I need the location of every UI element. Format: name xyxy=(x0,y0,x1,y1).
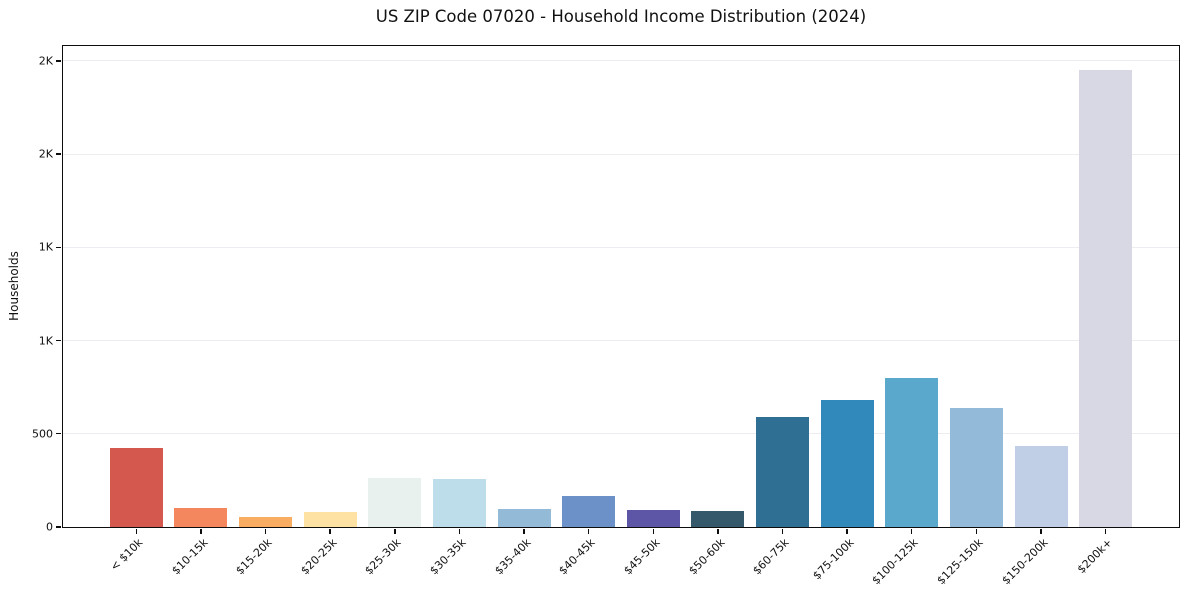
y-tick-label: 1K xyxy=(38,334,53,348)
y-gridline xyxy=(63,433,1179,435)
x-tick-mark xyxy=(652,529,654,534)
x-tick-mark xyxy=(717,529,719,534)
bar-$35-40k xyxy=(497,509,551,527)
x-tick-label: $200k+ xyxy=(1074,536,1115,577)
x-tick-label: $30-35k xyxy=(427,536,469,578)
bar-$150-200k xyxy=(1014,445,1068,527)
x-tick-label: < $10k xyxy=(107,536,146,574)
y-tick-label: 2K xyxy=(38,54,53,68)
y-tick-mark xyxy=(56,526,61,528)
bar-< $10k xyxy=(109,447,163,527)
x-tick-label: $35-40k xyxy=(492,536,534,578)
x-tick-mark xyxy=(523,529,525,534)
x-tick-label: $45-50k xyxy=(621,536,663,578)
bar-$100-125k xyxy=(885,377,939,527)
x-tick-mark xyxy=(846,529,848,534)
x-tick-mark xyxy=(264,529,267,534)
x-tick-label: $60-75k xyxy=(750,536,792,578)
y-axis-label: Households xyxy=(7,251,21,321)
x-tick-mark xyxy=(329,529,331,534)
y-tick-label: 0 xyxy=(46,520,53,534)
x-tick-label: $125-150k xyxy=(934,536,986,588)
x-tick-mark xyxy=(394,529,396,534)
y-tick-label: 500 xyxy=(32,427,53,441)
x-tick-label: $150-200k xyxy=(999,536,1051,588)
x-tick-mark xyxy=(135,529,137,534)
bar-$50-60k xyxy=(691,511,745,527)
x-tick-label: $20-25k xyxy=(298,536,340,578)
x-tick-label: $75-100k xyxy=(810,536,857,583)
y-tick-mark xyxy=(56,246,61,249)
y-tick-mark xyxy=(56,433,61,435)
y-tick-mark xyxy=(56,60,61,62)
bar-$40-45k xyxy=(562,496,616,527)
bar-$125-150k xyxy=(949,407,1003,527)
plot-area: 0 500 1K 1K 2K 2K < $10k $10-15k $15-20k $20-25k $… xyxy=(32,45,1180,587)
chart-title: US ZIP Code 07020 - Household Income Dis… xyxy=(375,7,867,26)
x-tick-label: $15-20k xyxy=(233,536,275,578)
y-gridline xyxy=(63,246,1179,248)
y-tick-label: 1K xyxy=(38,240,53,254)
x-tick-mark xyxy=(975,529,978,534)
y-tick-label: 2K xyxy=(38,147,53,161)
x-tick-mark xyxy=(911,529,913,534)
x-tick-mark xyxy=(458,529,461,534)
bar-$15-20k xyxy=(239,516,293,527)
y-gridline xyxy=(63,340,1179,342)
y-tick-mark xyxy=(56,153,61,155)
x-tick-mark xyxy=(1104,529,1107,534)
x-tick-label: $50-60k xyxy=(685,536,728,578)
x-tick-mark xyxy=(781,529,784,534)
bar-$45-50k xyxy=(626,510,680,527)
bar-$10-15k xyxy=(174,508,228,527)
bar-$60-75k xyxy=(756,417,810,527)
y-gridline xyxy=(63,60,1179,62)
y-gridline xyxy=(63,153,1179,155)
bar-$75-100k xyxy=(820,400,874,527)
y-tick-mark xyxy=(56,339,61,342)
x-tick-label: $10-15k xyxy=(168,536,211,578)
bar-$30-35k xyxy=(432,478,486,527)
x-tick-mark xyxy=(200,529,202,534)
bar-$200k+ xyxy=(1079,70,1133,527)
x-tick-mark xyxy=(1040,529,1042,534)
x-tick-label: $40-45k xyxy=(556,536,598,578)
x-tick-label: $100-125k xyxy=(869,536,922,588)
bar-$20-25k xyxy=(303,512,357,527)
bar-$25-30k xyxy=(368,477,422,527)
x-tick-mark xyxy=(587,529,590,534)
x-tick-label: $25-30k xyxy=(362,536,405,578)
